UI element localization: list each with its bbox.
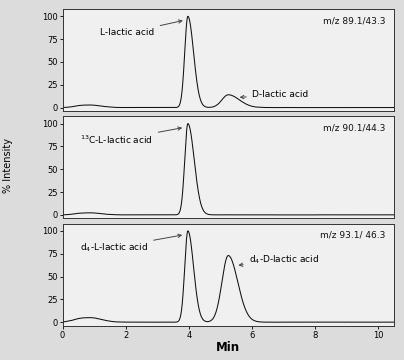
X-axis label: Min: Min	[216, 341, 240, 354]
Text: $^{13}$C-L-lactic acid: $^{13}$C-L-lactic acid	[80, 127, 181, 146]
Text: m/z 93.1/ 46.3: m/z 93.1/ 46.3	[320, 231, 385, 240]
Text: % Intensity: % Intensity	[3, 138, 13, 193]
Text: L-lactic acid: L-lactic acid	[101, 20, 182, 37]
Text: D-lactic acid: D-lactic acid	[241, 90, 308, 99]
Text: d$_4$-D-lactic acid: d$_4$-D-lactic acid	[239, 254, 319, 266]
Text: m/z 90.1/44.3: m/z 90.1/44.3	[323, 123, 385, 132]
Text: m/z 89.1/43.3: m/z 89.1/43.3	[323, 16, 385, 25]
Text: d$_4$-L-lactic acid: d$_4$-L-lactic acid	[80, 234, 181, 253]
